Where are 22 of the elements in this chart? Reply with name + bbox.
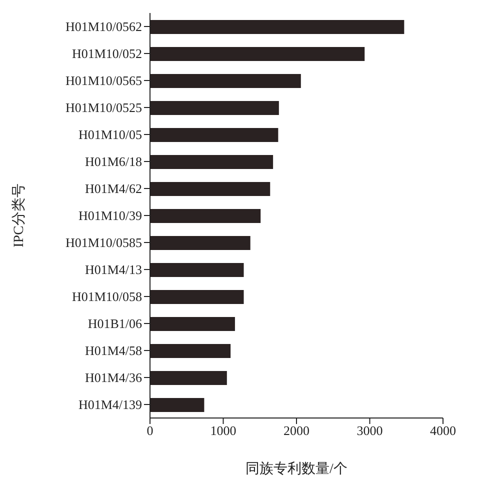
y-tick-label: H01M10/0565 (65, 73, 142, 88)
y-tick-label: H01M4/139 (78, 397, 142, 412)
y-tick-label: H01M4/13 (84, 262, 142, 278)
x-tick-label: 3000 (356, 423, 383, 438)
y-tick-label: H01M10/0525 (65, 100, 142, 116)
y-tick-label: H01M10/058 (72, 289, 142, 304)
y-tick-label: H01M6/18 (84, 154, 142, 170)
x-tick-label: 4000 (430, 423, 456, 438)
x-tick-label: 2000 (284, 423, 310, 438)
y-tick-label: H01M4/36 (84, 370, 142, 386)
y-axis-title: IPC分类号 (10, 184, 27, 248)
y-tick-label: H01B1/06 (88, 316, 142, 332)
y-tick-label: H01M4/62 (84, 181, 142, 196)
y-tick-label: H01M10/05 (78, 127, 142, 142)
y-tick-label: H01M10/39 (78, 208, 142, 224)
y-tick-label: H01M4/58 (84, 343, 142, 358)
x-tick-label: 1000 (210, 423, 236, 438)
y-tick-label: H01M10/052 (72, 46, 142, 62)
x-tick-label: 0 (146, 423, 154, 438)
y-tick-label: H01M10/0585 (65, 235, 142, 250)
y-tick-label: H01M10/0562 (65, 19, 142, 34)
x-axis-title: 同族专利数量/个 (246, 461, 348, 477)
